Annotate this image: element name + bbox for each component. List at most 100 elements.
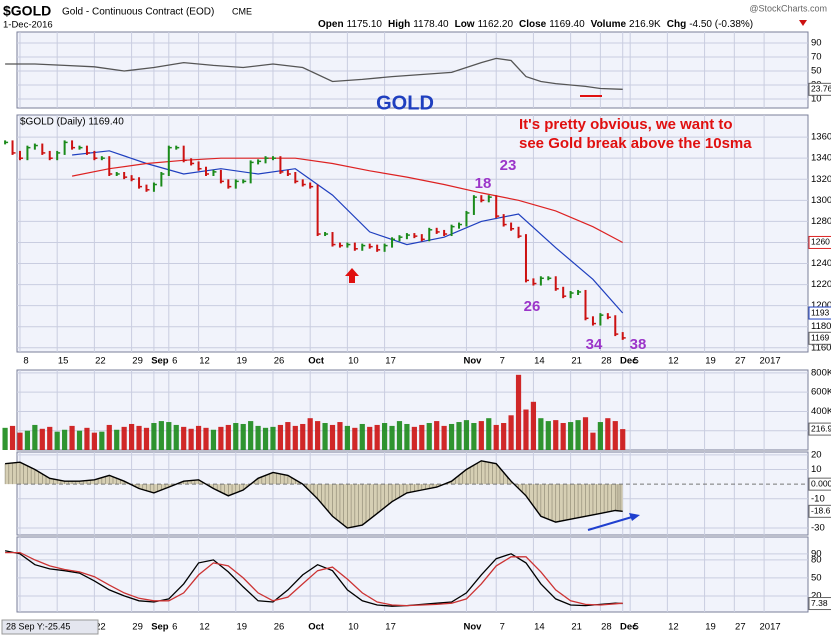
- price-bar: [413, 233, 418, 239]
- x-tick-label: 28: [601, 622, 612, 633]
- price-bar: [182, 145, 187, 163]
- y-tick-label: 1240: [811, 258, 831, 269]
- volume-bar: [530, 401, 537, 450]
- price-bar: [175, 145, 180, 150]
- price-bar: [517, 226, 522, 239]
- price-bar: [405, 233, 410, 240]
- x-tick-label: Dec: [620, 356, 637, 367]
- price-bar: [562, 286, 567, 299]
- volume-bar: [545, 421, 551, 450]
- price-bar: [93, 150, 98, 161]
- y-tick-label: 10: [811, 93, 822, 104]
- volume-bar: [352, 427, 358, 450]
- price-bar: [621, 332, 626, 340]
- price-bar: [26, 145, 31, 161]
- x-tick-label: 28: [601, 356, 612, 367]
- price-bar: [48, 150, 53, 161]
- price-bar: [294, 171, 299, 184]
- x-tick-label: Sep: [151, 622, 169, 633]
- x-tick-label: 29: [132, 356, 143, 367]
- field-value: 1175.10: [347, 19, 383, 30]
- price-bar: [547, 276, 552, 281]
- x-tick-label: 19: [705, 356, 716, 367]
- field-value: 1169.40: [549, 19, 585, 30]
- price-bar: [458, 222, 463, 229]
- volume-bar: [478, 421, 484, 450]
- price-bar: [100, 156, 105, 161]
- field-label: Volume: [591, 19, 627, 30]
- price-bar: [487, 195, 492, 203]
- x-tick-label: 14: [534, 356, 545, 367]
- panel-background: [16, 114, 809, 353]
- price-bar: [205, 166, 210, 176]
- y-tick-label: 1200: [811, 300, 831, 311]
- instrument-name: Gold - Continuous Contract (EOD): [62, 7, 214, 18]
- volume-bar: [114, 429, 120, 450]
- blue-arrow: [587, 516, 633, 531]
- volume-bar: [374, 424, 380, 450]
- volume-bar: [590, 432, 596, 450]
- volume-bar: [359, 423, 365, 450]
- price-bar: [361, 243, 366, 251]
- series-line: [5, 57, 623, 90]
- volume-bar: [411, 426, 417, 450]
- x-tick-label: 26: [274, 622, 285, 633]
- price-bar: [606, 313, 611, 320]
- volume-bar: [389, 425, 395, 450]
- volume-bar: [99, 431, 105, 450]
- price-bar: [71, 140, 76, 150]
- series-line: [72, 150, 624, 314]
- panel-background: [16, 536, 809, 613]
- value-tag: [808, 597, 831, 611]
- price-bar: [495, 195, 500, 219]
- x-tick-label: Oct: [308, 622, 325, 633]
- exchange: CME: [232, 6, 252, 16]
- series-line: [4, 550, 623, 607]
- volume-bar: [597, 422, 603, 450]
- volume-bar: [337, 422, 343, 450]
- y-tick-label: -10: [811, 493, 825, 504]
- volume-bar: [493, 424, 499, 450]
- x-tick-label: 29: [132, 622, 143, 633]
- volume-bar: [128, 423, 135, 450]
- x-tick-label: 7: [500, 622, 505, 633]
- series-line: [5, 460, 623, 529]
- volume-bar: [106, 424, 112, 450]
- cycle-label: 38: [630, 336, 647, 353]
- volume-bar: [240, 423, 246, 450]
- panel-background: [16, 451, 809, 536]
- volume-bar: [441, 425, 447, 450]
- y-tick-label: 1280: [811, 216, 831, 227]
- volume-bar: [419, 424, 425, 450]
- cycle-label: 23: [500, 157, 517, 174]
- volume-bar: [181, 426, 187, 450]
- price-bar: [599, 313, 604, 326]
- price-bar: [584, 289, 589, 321]
- field-label: Low: [455, 19, 475, 30]
- volume-bar: [76, 430, 83, 450]
- volume-bar: [344, 425, 350, 450]
- y-tick-label: 10: [811, 464, 822, 475]
- price-bar: [130, 175, 135, 182]
- price-bar: [271, 156, 276, 161]
- price-bar: [152, 182, 157, 192]
- volume-bar: [62, 429, 68, 450]
- x-tick-label: 7: [500, 356, 505, 367]
- price-bar: [18, 150, 23, 161]
- x-tick-label: 12: [668, 622, 679, 633]
- field-value: 216.9K: [629, 19, 661, 30]
- value-tag: [808, 331, 831, 345]
- volume-bar: [195, 425, 202, 450]
- price-bar: [78, 145, 83, 150]
- price-bar: [591, 316, 596, 326]
- volume-bar: [605, 418, 611, 450]
- x-tick-label: 6: [172, 356, 177, 367]
- price-bar: [465, 210, 470, 227]
- x-tick-label: 21: [571, 622, 582, 633]
- volume-bar: [277, 424, 284, 450]
- x-tick-label: 2017: [760, 356, 781, 367]
- price-bar: [450, 224, 455, 237]
- y-tick-label: 1340: [811, 153, 831, 164]
